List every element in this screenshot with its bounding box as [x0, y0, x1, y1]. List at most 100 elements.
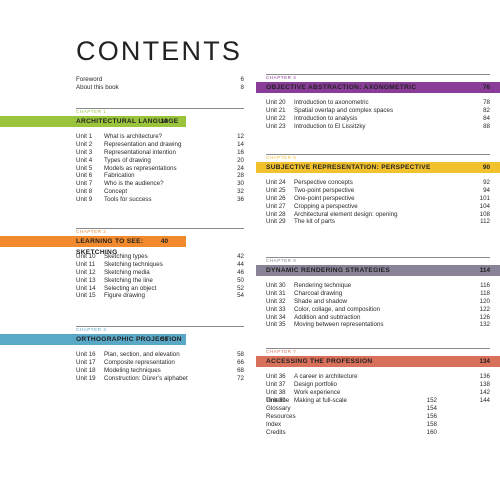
unit-number: Unit 9: [76, 196, 93, 204]
front-matter-item[interactable]: Foreword 6: [76, 76, 244, 83]
unit-title: Tools for success: [104, 196, 152, 204]
chapter-page-number: 114: [479, 267, 490, 274]
unit-entry[interactable]: Unit 34 Addition and subtraction 126: [266, 314, 490, 322]
unit-page-number: 101: [479, 194, 490, 202]
unit-entry[interactable]: Unit 11 Sketching techniques 44: [76, 261, 244, 269]
chapter-section-7: CHAPTER 7 ACCESSING THE PROFESSION 134 Unit…: [256, 348, 500, 405]
chapter-section-1: CHAPTER 1 ARCHITECTURAL LANGUAGE 10 Unit 1 W…: [0, 108, 262, 204]
unit-number: Unit 13: [76, 276, 96, 284]
unit-entry[interactable]: Unit 9 Tools for success 36: [76, 196, 244, 204]
chapter-divider: [266, 154, 490, 155]
chapter-section-6: CHAPTER 6 DYNAMIC RENDERING STRATEGIES 114…: [256, 257, 500, 329]
unit-entry[interactable]: Unit 25 Two-point perspective 94: [266, 187, 490, 195]
unit-entry[interactable]: Unit 33 Color, collage, and composition 12…: [266, 306, 490, 314]
chapter-number: CHAPTER 4: [266, 75, 297, 80]
front-matter-item[interactable]: About this book 8: [76, 83, 244, 91]
unit-page-number: 58: [237, 351, 244, 358]
chapter-number: CHAPTER 5: [266, 155, 297, 160]
unit-page-number: 68: [237, 366, 244, 374]
unit-entry[interactable]: Unit 32 Shade and shadow 120: [266, 298, 490, 306]
chapter-header-bar[interactable]: CHAPTER 5 SUBJECTIVE REPRESENTATION: PERS…: [256, 155, 500, 173]
unit-entry[interactable]: Unit 30 Rendering technique 116: [266, 282, 490, 290]
unit-list: Unit 1 What is architecture? 12 Unit 2 Repre…: [76, 133, 244, 204]
back-matter-item[interactable]: Glossary 154: [266, 404, 437, 412]
unit-number: Unit 6: [76, 172, 93, 180]
unit-title: Representational intention: [104, 148, 176, 156]
unit-list: Unit 10 Sketching types 42 Unit 11 Sketching…: [76, 253, 244, 300]
back-matter-item[interactable]: Credits 160: [266, 428, 437, 436]
unit-title: Sketching techniques: [104, 260, 163, 268]
unit-number: Unit 23: [266, 122, 286, 130]
unit-title: Addition and subtraction: [294, 313, 361, 321]
unit-entry[interactable]: Unit 35 Moving between representations 132: [266, 321, 490, 329]
unit-list: Unit 36 A career in architecture 136 Unit 3…: [266, 373, 490, 405]
unit-entry[interactable]: Unit 15 Figure drawing 54: [76, 292, 244, 300]
unit-entry[interactable]: Unit 31 Charcoal drawing 118: [266, 290, 490, 298]
unit-entry[interactable]: Unit 4 Types of drawing 20: [76, 157, 244, 165]
chapter-header-bar[interactable]: CHAPTER 6 DYNAMIC RENDERING STRATEGIES 114: [256, 258, 500, 276]
back-matter-item[interactable]: Timeline 152: [266, 397, 437, 404]
unit-number: Unit 14: [76, 284, 96, 292]
unit-page-number: 92: [483, 179, 490, 186]
unit-entry[interactable]: Unit 14 Selecting an object 52: [76, 285, 244, 293]
chapter-title: OBJECTIVE ABSTRACTION: AXONOMETRIC: [266, 84, 417, 91]
unit-entry[interactable]: Unit 12 Sketching media 46: [76, 269, 244, 277]
chapter-header-bar[interactable]: CHAPTER 2 LEARNING TO SEE: SKETCHING 40: [0, 229, 186, 256]
back-matter-item[interactable]: Resources 156: [266, 412, 437, 420]
unit-entry[interactable]: Unit 27 Cropping a perspective 104: [266, 203, 490, 211]
unit-entry[interactable]: Unit 10 Sketching types 42: [76, 253, 244, 261]
chapter-page-number: 40: [160, 238, 168, 245]
unit-entry[interactable]: Unit 17 Composite representation 66: [76, 359, 244, 367]
unit-title: Types of drawing: [104, 156, 151, 164]
back-matter-item[interactable]: Index 158: [266, 420, 437, 428]
unit-page-number: 122: [479, 305, 490, 313]
unit-number: Unit 3: [76, 148, 93, 156]
back-matter-list: Timeline 152 Glossary 154 Resources 156 …: [266, 397, 437, 436]
unit-entry[interactable]: Unit 7 Who is the audience? 30: [76, 180, 244, 188]
unit-entry[interactable]: Unit 37 Design portfolio 138: [266, 381, 490, 389]
unit-number: Unit 7: [76, 180, 93, 188]
unit-entry[interactable]: Unit 2 Representation and drawing 14: [76, 141, 244, 149]
unit-title: One-point perspective: [294, 194, 355, 202]
unit-list: Unit 24 Perspective concepts 92 Unit 25 Two-…: [266, 179, 490, 226]
unit-number: Unit 38: [266, 388, 286, 396]
unit-entry[interactable]: Unit 20 Introduction to axonometric 78: [266, 99, 490, 107]
unit-entry[interactable]: Unit 23 Introduction to El Lissitzky 88: [266, 123, 490, 131]
chapter-header-bar[interactable]: CHAPTER 3 ORTHOGRAPHIC PROJECTION 56: [0, 327, 186, 345]
unit-entry[interactable]: Unit 26 One-point perspective 101: [266, 195, 490, 203]
unit-page-number: 32: [237, 188, 244, 196]
unit-entry[interactable]: Unit 6 Fabrication 28: [76, 172, 244, 180]
unit-entry[interactable]: Unit 24 Perspective concepts 92: [266, 179, 490, 187]
unit-number: Unit 15: [76, 292, 96, 300]
unit-entry[interactable]: Unit 36 A career in architecture 136: [266, 373, 490, 381]
unit-entry[interactable]: Unit 22 Introduction to analysis 84: [266, 115, 490, 123]
chapter-header-bar[interactable]: CHAPTER 1 ARCHITECTURAL LANGUAGE 10: [0, 109, 186, 127]
unit-entry[interactable]: Unit 19 Construction: Dürer’s alphabet 72: [76, 375, 244, 383]
unit-entry[interactable]: Unit 21 Spatial overlap and complex space…: [266, 107, 490, 115]
unit-entry[interactable]: Unit 38 Work experience 142: [266, 389, 490, 397]
unit-entry[interactable]: Unit 28 Architectural element design: ope…: [266, 211, 490, 219]
chapter-header-bar[interactable]: CHAPTER 7 ACCESSING THE PROFESSION 134: [256, 349, 500, 367]
unit-entry[interactable]: Unit 29 The kit of parts 112: [266, 218, 490, 226]
unit-entry[interactable]: Unit 39 Making at full-scale 144: [266, 397, 490, 405]
unit-title: Fabrication: [104, 172, 135, 180]
unit-page-number: 42: [237, 253, 244, 260]
chapter-header-bar[interactable]: CHAPTER 4 OBJECTIVE ABSTRACTION: AXONOMET…: [256, 75, 500, 93]
unit-title: Perspective concepts: [294, 179, 353, 186]
unit-title: Modeling techniques: [104, 366, 161, 374]
unit-entry[interactable]: Unit 16 Plan, section, and elevation 58: [76, 351, 244, 359]
unit-number: Unit 21: [266, 106, 286, 114]
unit-page-number: 24: [237, 164, 244, 172]
unit-entry[interactable]: Unit 1 What is architecture? 12: [76, 133, 244, 141]
unit-entry[interactable]: Unit 5 Models as representations 24: [76, 165, 244, 173]
unit-entry[interactable]: Unit 18 Modeling techniques 68: [76, 367, 244, 375]
chapter-divider: [76, 108, 244, 109]
unit-page-number: 142: [479, 388, 490, 396]
unit-entry[interactable]: Unit 8 Concept 32: [76, 188, 244, 196]
unit-entry[interactable]: Unit 13 Sketching the line 50: [76, 277, 244, 285]
unit-title: Work experience: [294, 388, 341, 396]
unit-title: Models as representations: [104, 164, 177, 172]
unit-page-number: 94: [483, 186, 490, 194]
unit-entry[interactable]: Unit 3 Representational intention 16: [76, 149, 244, 157]
unit-number: Unit 33: [266, 305, 286, 313]
